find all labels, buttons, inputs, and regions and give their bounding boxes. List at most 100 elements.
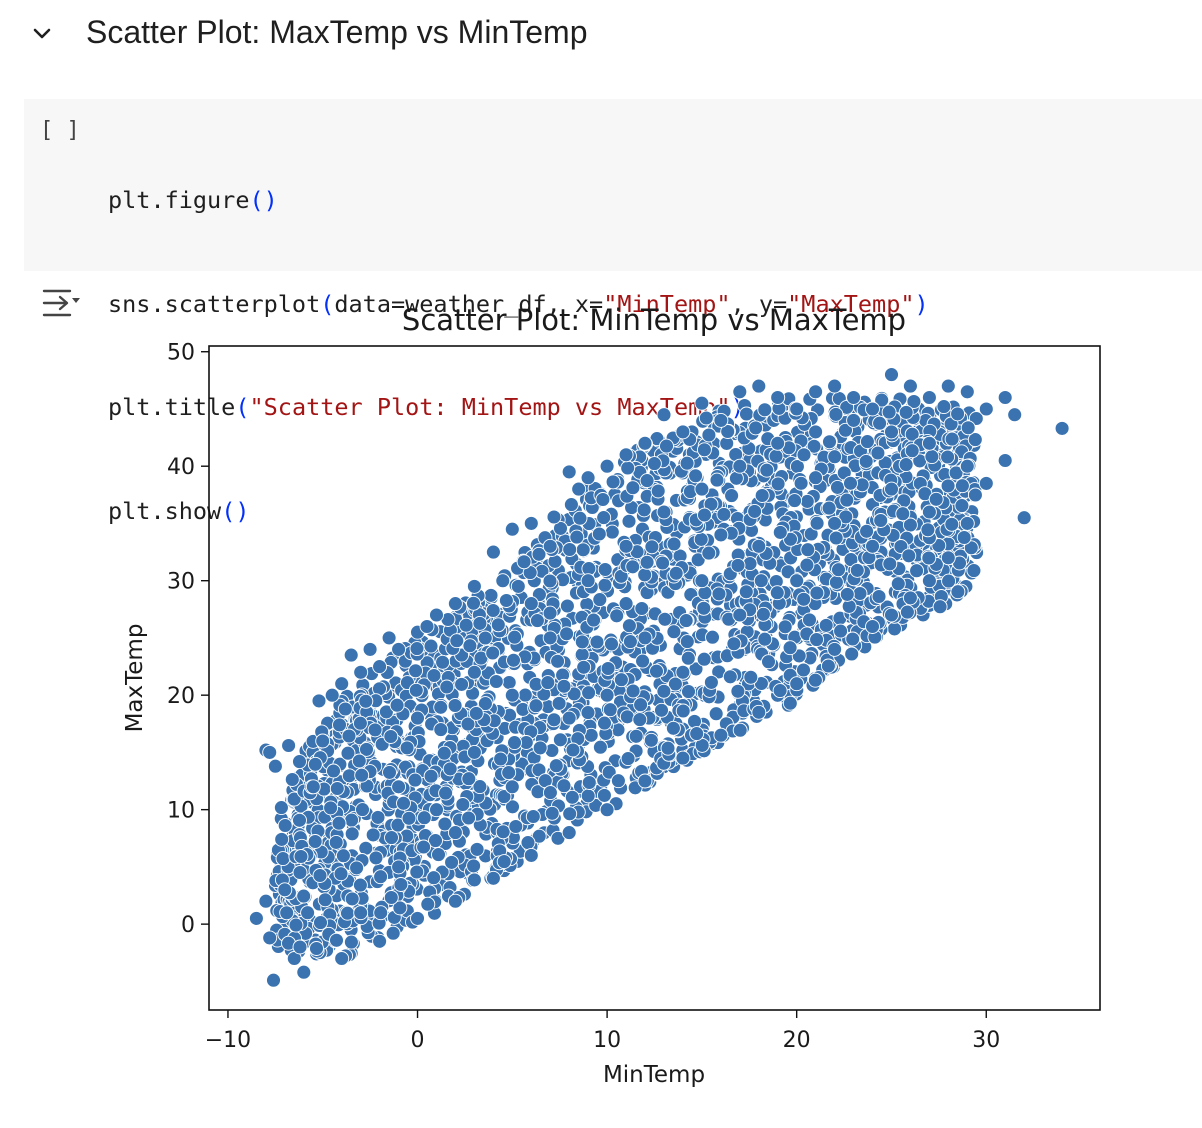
scatter-point: [383, 729, 399, 744]
scatter-point: [644, 539, 660, 555]
scatter-point: [748, 420, 764, 436]
scatter-point: [399, 740, 415, 756]
scatter-point: [300, 905, 316, 921]
scatter-point: [343, 934, 359, 950]
scatter-point: [769, 585, 785, 601]
x-tick-label: 0: [411, 1028, 425, 1053]
scatter-point: [540, 675, 556, 691]
scatter-point: [580, 788, 596, 804]
plot-frame: [208, 345, 1101, 1011]
scatter-point: [899, 604, 915, 620]
scatter-point: [485, 645, 501, 661]
scatter-point: [372, 933, 388, 949]
scatter-point: [838, 422, 853, 438]
scatter-point: [382, 764, 397, 780]
scatter-point: [921, 504, 937, 520]
scatter-point: [335, 848, 351, 864]
scatter-point: [523, 596, 539, 612]
scatter-point: [561, 710, 577, 726]
chevron-down-icon[interactable]: [30, 22, 54, 46]
scatter-point: [313, 915, 328, 931]
scatter-point: [517, 687, 533, 703]
scatter-point: [599, 802, 615, 818]
scatter-point: [709, 472, 725, 488]
scatter-point: [789, 676, 805, 692]
scatter-point: [466, 858, 482, 874]
scatter-point: [680, 650, 696, 666]
scatter-point: [504, 687, 520, 703]
scatter-point: [267, 758, 283, 774]
scatter-point: [843, 475, 858, 491]
scatter-point: [751, 704, 767, 720]
scatter-point: [846, 412, 862, 428]
scatter-point: [466, 872, 482, 888]
scatter-point: [634, 601, 650, 616]
scatter-point: [355, 802, 370, 818]
scatter-point: [408, 663, 424, 679]
scatter-point: [978, 475, 994, 491]
code-cell[interactable]: [24, 99, 1202, 271]
scatter-point: [542, 605, 558, 621]
scatter-point: [323, 800, 339, 816]
scatter-point: [600, 661, 616, 676]
scatter-point: [818, 617, 834, 633]
scatter-point: [782, 640, 798, 656]
scatter-point: [362, 641, 378, 657]
scatter-point: [770, 476, 786, 492]
scatter-point: [564, 789, 580, 805]
scatter-point: [828, 530, 844, 546]
scatter-point: [865, 401, 880, 417]
scatter-point: [447, 596, 463, 612]
run-cell-button[interactable]: [ ]: [40, 118, 80, 143]
scatter-point: [755, 606, 771, 622]
scatter-point: [777, 619, 793, 635]
scatter-point: [501, 765, 517, 781]
scatter-point: [396, 795, 411, 811]
scatter-point: [978, 401, 994, 417]
scatter-point: [390, 817, 406, 833]
scatter-point: [865, 538, 880, 554]
scatter-point: [279, 905, 295, 921]
scatter-point: [559, 598, 575, 614]
scatter-point: [830, 479, 845, 495]
scatter-point: [649, 663, 664, 679]
scatter-point: [586, 612, 602, 628]
scatter-point: [312, 868, 328, 883]
scatter-point: [580, 705, 596, 721]
scatter-point: [959, 458, 975, 474]
code-editor[interactable]: plt.figure() sns.scatterplot(data=weathe…: [108, 114, 929, 597]
scatter-point: [844, 646, 860, 662]
scatter-point: [408, 682, 424, 698]
scatter-point: [574, 634, 590, 650]
scatter-point: [429, 802, 444, 818]
scatter-point: [548, 758, 564, 774]
scatter-point: [307, 756, 323, 772]
output-toggle-icon[interactable]: [40, 286, 84, 320]
scatter-point: [720, 424, 736, 439]
scatter-point: [828, 406, 844, 422]
scatter-point: [807, 672, 823, 688]
y-tick-label: 0: [181, 913, 195, 938]
scatter-point: [597, 715, 612, 731]
scatter-point: [352, 877, 368, 893]
scatter-point: [546, 509, 562, 525]
scatter-point: [490, 617, 506, 633]
scatter-point: [881, 404, 897, 420]
scatter-point: [655, 555, 671, 571]
code-token: ): [235, 496, 250, 525]
scatter-point: [373, 869, 389, 885]
scatter-point: [753, 573, 769, 589]
x-axis: −10 0 10 20 30: [205, 1010, 1000, 1053]
scatter-point: [391, 779, 407, 795]
scatter-point: [708, 706, 724, 722]
scatter-point: [344, 826, 360, 842]
scatter-point: [604, 524, 620, 540]
x-tick-label: 30: [972, 1028, 1000, 1053]
scatter-point: [599, 687, 615, 703]
scatter-point: [466, 578, 482, 594]
scatter-point: [759, 462, 775, 478]
scatter-point: [485, 870, 501, 886]
scatter-point: [944, 431, 960, 447]
scatter-point: [546, 712, 562, 728]
scatter-point: [796, 447, 812, 463]
